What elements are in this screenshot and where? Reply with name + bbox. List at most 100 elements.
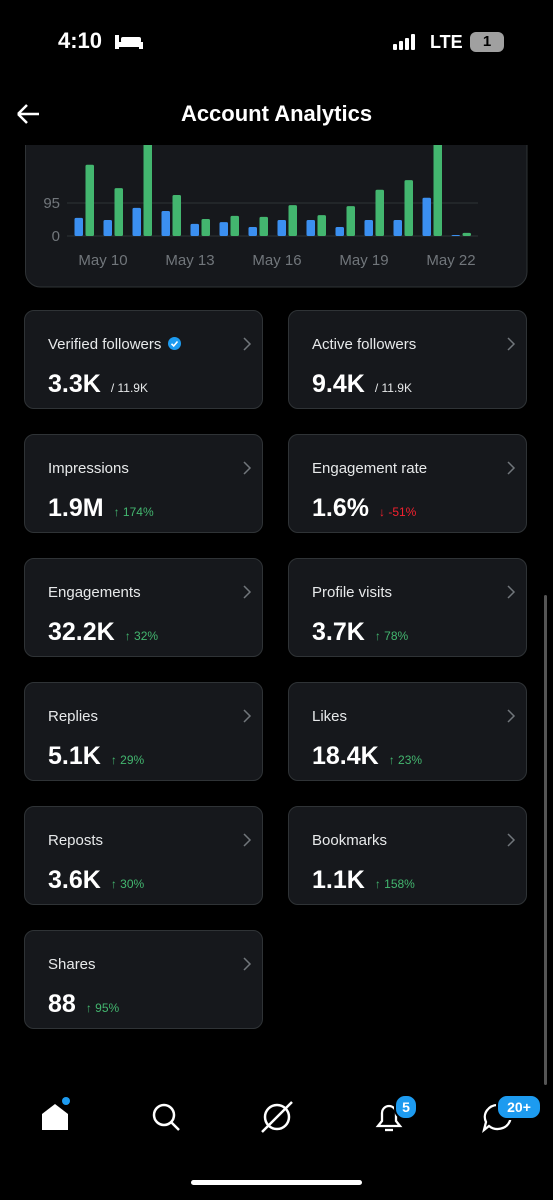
chevron bbox=[242, 957, 252, 976]
x-tick-label: May 19 bbox=[339, 252, 388, 269]
x-tick-label: May 22 bbox=[426, 252, 475, 269]
stat-value: 3.3K bbox=[48, 370, 101, 398]
bar bbox=[74, 217, 83, 236]
status-time: 4:10 bbox=[58, 28, 103, 53]
stat-change: ↑ 95% bbox=[85, 1001, 120, 1015]
bar bbox=[219, 222, 228, 236]
stat-value-row: 9.4K / 11.9K bbox=[312, 370, 412, 399]
stat-card[interactable]: Likes 18.4K ↑ 23% bbox=[288, 682, 527, 781]
sleep-icon bbox=[115, 35, 143, 49]
stat-label-text: Profile visits bbox=[312, 584, 393, 601]
stat-label-text: Engagements bbox=[48, 584, 141, 601]
battery: 1 bbox=[470, 32, 504, 52]
notifications-badge: 5 bbox=[394, 1094, 418, 1120]
y-tick-label: 95 bbox=[43, 195, 60, 212]
stat-value-row: 1.1K ↑ 158% bbox=[312, 866, 415, 895]
stat-value: 9.4K bbox=[312, 370, 365, 398]
stat-label-text: Replies bbox=[48, 708, 99, 725]
stat-label-text: Verified followers bbox=[48, 336, 162, 353]
home-indicator bbox=[191, 1180, 362, 1185]
stat-card[interactable]: Verified followers 3.3K / 11.9K bbox=[24, 310, 263, 409]
y-tick-label: 0 bbox=[52, 228, 60, 245]
stat-label: Likes bbox=[312, 708, 347, 725]
bar bbox=[132, 207, 141, 236]
bar bbox=[317, 215, 326, 236]
stat-value: 5.1K bbox=[48, 742, 101, 770]
chevron bbox=[506, 461, 516, 480]
bar bbox=[277, 220, 286, 236]
chevron bbox=[506, 585, 516, 604]
bar bbox=[259, 216, 268, 236]
stat-card[interactable]: Replies 5.1K ↑ 29% bbox=[24, 682, 263, 781]
stat-card[interactable]: Profile visits 3.7K ↑ 78% bbox=[288, 558, 527, 657]
chevron bbox=[506, 337, 516, 356]
x-tick-label: May 16 bbox=[252, 252, 301, 269]
stat-label: Reposts bbox=[48, 832, 103, 849]
stat-card[interactable]: Active followers 9.4K / 11.9K bbox=[288, 310, 527, 409]
bar bbox=[346, 206, 355, 236]
x-tick-label: May 13 bbox=[165, 252, 214, 269]
stat-card[interactable]: Engagements 32.2K ↑ 32% bbox=[24, 558, 263, 657]
stat-label-text: Reposts bbox=[48, 832, 104, 849]
chevron bbox=[242, 833, 252, 852]
stat-value-row: 5.1K ↑ 29% bbox=[48, 742, 144, 771]
stat-value-row: 32.2K ↑ 32% bbox=[48, 618, 158, 647]
scrollbar bbox=[544, 595, 547, 1085]
stat-change: ↑ 30% bbox=[110, 877, 145, 891]
stat-value-row: 3.3K / 11.9K bbox=[48, 370, 148, 399]
bar bbox=[248, 226, 257, 236]
bar bbox=[172, 195, 181, 236]
stat-change: ↑ 174% bbox=[113, 505, 154, 519]
bar bbox=[201, 218, 210, 236]
stat-label: Bookmarks bbox=[312, 832, 387, 849]
stat-label-text: Likes bbox=[312, 708, 348, 725]
stat-label-text: Engagement rate bbox=[312, 460, 428, 477]
stat-label-text: Impressions bbox=[48, 460, 129, 477]
page-title: Account Analytics bbox=[180, 101, 373, 126]
home-tab[interactable] bbox=[42, 1097, 70, 1130]
network-type: LTE bbox=[430, 32, 463, 52]
bar bbox=[451, 234, 460, 236]
bar bbox=[433, 145, 442, 236]
bar bbox=[190, 223, 199, 236]
bottom-nav bbox=[42, 1097, 512, 1134]
chevron bbox=[242, 709, 252, 728]
bar bbox=[288, 205, 297, 236]
stat-change: ↑ 158% bbox=[374, 877, 415, 891]
grok-tab[interactable] bbox=[261, 1101, 293, 1133]
bar bbox=[114, 188, 123, 236]
stat-label-text: Shares bbox=[48, 956, 96, 973]
bar bbox=[143, 145, 152, 236]
stat-label: Replies bbox=[48, 708, 98, 725]
stat-card[interactable]: Bookmarks 1.1K ↑ 158% bbox=[288, 806, 527, 905]
stat-value-row: 3.7K ↑ 78% bbox=[312, 618, 408, 647]
stat-change: ↑ 32% bbox=[124, 629, 159, 643]
bar bbox=[230, 215, 239, 236]
search-tab[interactable] bbox=[152, 1103, 180, 1131]
stat-card[interactable]: Engagement rate 1.6% ↓ -51% bbox=[288, 434, 527, 533]
y-tick-label: 285 bbox=[35, 145, 60, 146]
stat-value: 88 bbox=[48, 990, 76, 1018]
stat-value-row: 1.6% ↓ -51% bbox=[312, 494, 416, 523]
stat-card[interactable]: Impressions 1.9M ↑ 174% bbox=[24, 434, 263, 533]
back-button[interactable] bbox=[15, 101, 41, 127]
stat-label-text: Active followers bbox=[312, 336, 417, 353]
stat-card[interactable]: Reposts 3.6K ↑ 30% bbox=[24, 806, 263, 905]
stat-label: Engagement rate bbox=[312, 460, 427, 477]
stat-change: ↑ 23% bbox=[388, 753, 423, 767]
stat-value: 1.1K bbox=[312, 866, 365, 894]
bar bbox=[335, 226, 344, 236]
bar bbox=[462, 232, 471, 236]
stat-value: 1.6% bbox=[312, 494, 369, 522]
bar bbox=[85, 164, 94, 236]
stat-label: Shares bbox=[48, 956, 96, 973]
chevron bbox=[506, 833, 516, 852]
stat-value: 3.6K bbox=[48, 866, 101, 894]
bar bbox=[161, 210, 170, 236]
stat-value: 3.7K bbox=[312, 618, 365, 646]
bar bbox=[103, 220, 112, 236]
chevron bbox=[242, 337, 252, 356]
stat-label: Active followers bbox=[312, 336, 416, 353]
stat-label: Profile visits bbox=[312, 584, 392, 601]
stat-card[interactable]: Shares 88 ↑ 95% bbox=[24, 930, 263, 1029]
